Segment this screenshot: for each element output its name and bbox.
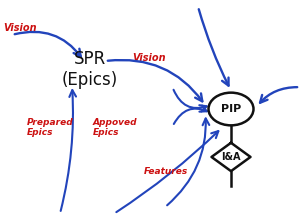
Text: I&A: I&A	[221, 152, 241, 162]
Text: SPR
(Epics): SPR (Epics)	[62, 50, 118, 89]
Text: PIP: PIP	[221, 104, 241, 114]
Text: Prepared
Epics: Prepared Epics	[27, 118, 74, 137]
Circle shape	[208, 93, 253, 125]
Polygon shape	[212, 143, 250, 171]
Text: Appoved
Epics: Appoved Epics	[93, 118, 138, 137]
Text: Features: Features	[144, 167, 188, 176]
Text: Vision: Vision	[3, 22, 37, 32]
Text: Vision: Vision	[132, 53, 166, 63]
